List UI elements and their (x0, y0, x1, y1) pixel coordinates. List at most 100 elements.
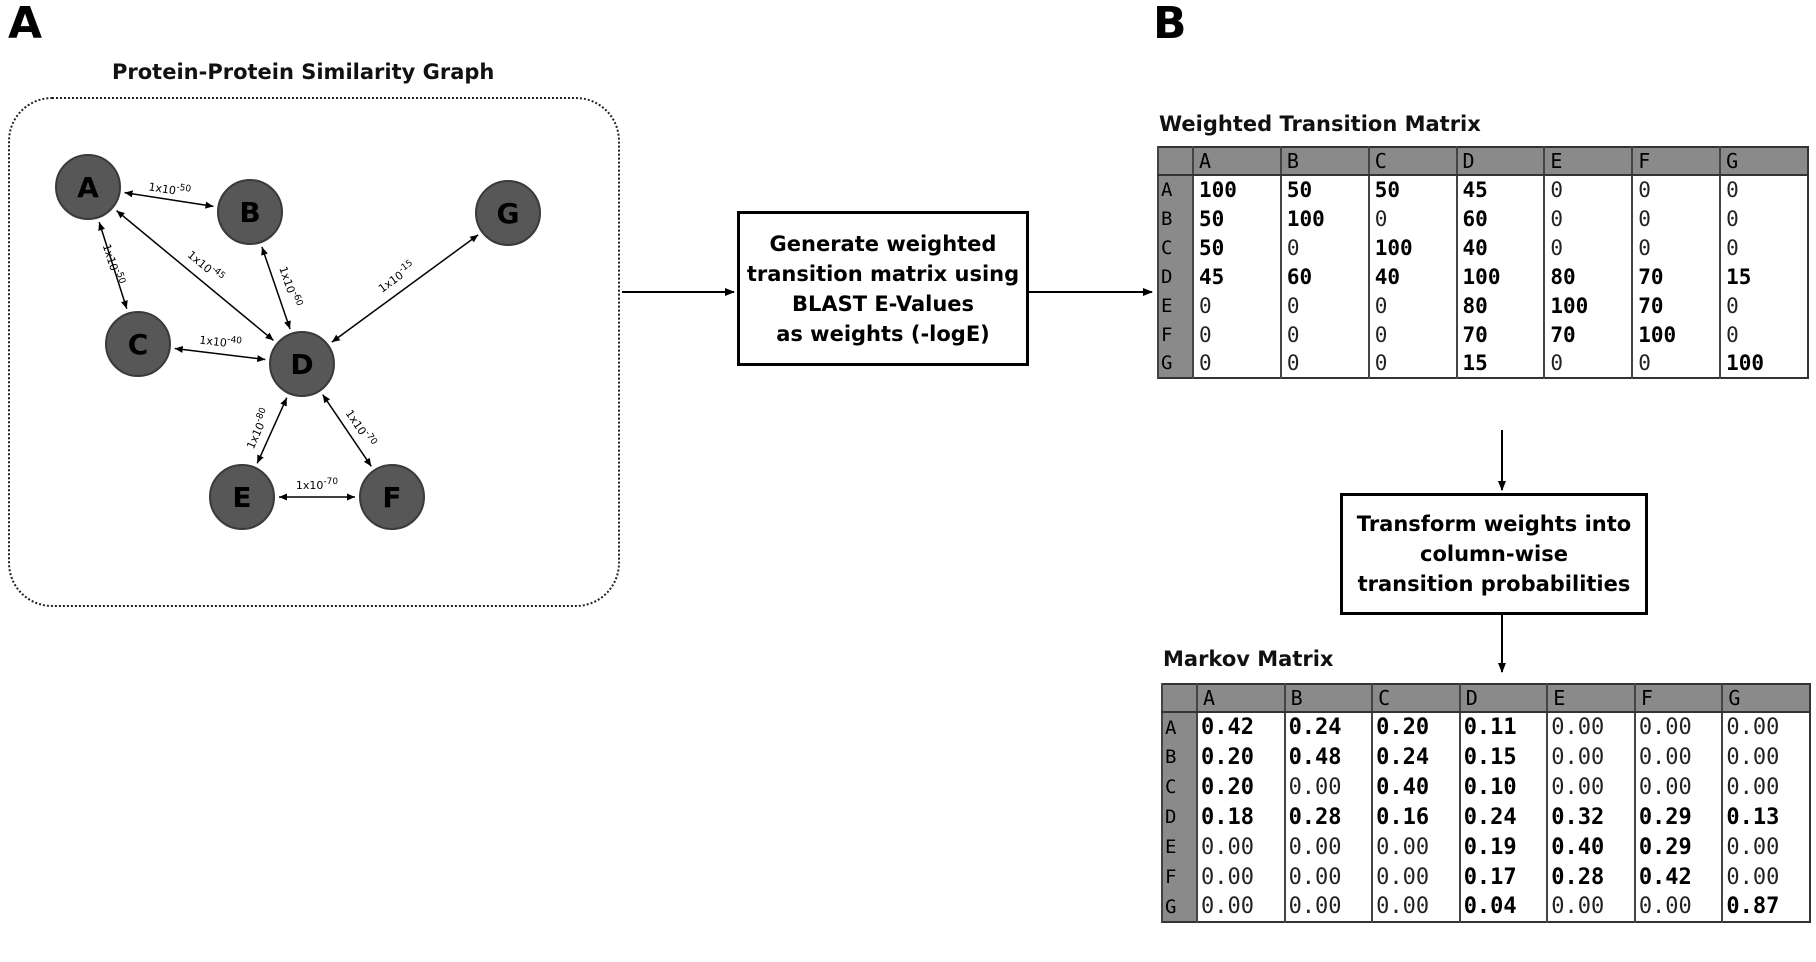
matrix-cell: 0 (1279, 291, 1369, 320)
row-header: E (1157, 291, 1193, 320)
matrix-cell: 0.04 (1458, 892, 1548, 922)
matrix-cell: 0.11 (1458, 712, 1548, 742)
matrix-cell: 50 (1192, 204, 1281, 233)
node-label: C (128, 328, 149, 361)
edge-D-F (322, 394, 372, 467)
matrix-cell: 0.16 (1371, 802, 1460, 832)
matrix-cell: 0.17 (1458, 862, 1548, 892)
matrix-cell: 0.00 (1283, 832, 1373, 862)
matrix-cell: 0.00 (1721, 832, 1810, 862)
matrix-cell: 0 (1367, 349, 1457, 378)
column-header: G (1721, 684, 1810, 713)
graph-title: Protein-Protein Similarity Graph (112, 60, 495, 84)
edge-C-D (174, 345, 266, 363)
edge-B-D (261, 246, 291, 330)
matrix-cell: 0.00 (1371, 892, 1460, 922)
matrix-cell: 0.32 (1546, 802, 1635, 832)
matrix-cell: 0.10 (1458, 772, 1548, 802)
matrix-cell: 0.00 (1283, 772, 1373, 802)
transform-step-line: transition probabilities (1357, 572, 1631, 596)
column-header: C (1367, 147, 1457, 176)
matrix-cell: 0.00 (1633, 742, 1723, 772)
matrix-cell: 70 (1631, 291, 1721, 320)
matrix-cell: 0 (1719, 204, 1808, 233)
edge-A-B (124, 190, 214, 209)
matrix-cell: 100 (1631, 320, 1721, 349)
matrix-row: A 0.42 0.24 0.20 0.11 0.00 0.00 0.00 (1161, 712, 1810, 742)
row-header: E (1161, 832, 1197, 862)
generate-matrix-step: Generate weighted transition matrix usin… (737, 211, 1029, 366)
matrix-cell: 0 (1631, 349, 1721, 378)
node-label: G (497, 197, 520, 230)
generate-step-line: BLAST E-Values (791, 291, 975, 316)
row-header: C (1161, 772, 1197, 802)
row-header: G (1157, 349, 1193, 378)
matrix-cell: 0.00 (1633, 712, 1723, 742)
matrix-cell: 0.13 (1721, 802, 1810, 832)
matrix-cell: 0.00 (1196, 892, 1285, 922)
matrix-cell: 0.15 (1458, 742, 1548, 772)
matrix-cell: 60 (1455, 204, 1545, 233)
generate-step-line: Generate weighted (769, 231, 997, 256)
row-header: B (1161, 742, 1197, 772)
node-label: B (239, 196, 260, 229)
column-header: D (1455, 147, 1545, 176)
matrix-row: B 50 100 0 60 0 0 0 (1157, 204, 1808, 233)
matrix-cell: 40 (1367, 262, 1457, 291)
panel-b-label: B (1153, 0, 1187, 49)
column-header: A (1192, 147, 1281, 176)
node-D (269, 331, 335, 397)
matrix-cell: 0 (1192, 320, 1281, 349)
node-F (359, 464, 425, 530)
similarity-graph-frame (8, 97, 620, 607)
matrix-cell: 0.87 (1721, 892, 1810, 922)
matrix-cell: 100 (1279, 204, 1369, 233)
matrix-cell: 100 (1455, 262, 1545, 291)
node-A (55, 154, 121, 220)
edge-evalue-label: 1x10-40 (199, 332, 243, 352)
node-label: A (77, 171, 99, 204)
matrix-cell: 0.20 (1196, 742, 1285, 772)
matrix-cell: 45 (1455, 175, 1545, 204)
matrix-cell: 0.00 (1721, 742, 1810, 772)
matrix-cell: 45 (1192, 262, 1281, 291)
matrix-cell: 80 (1455, 291, 1545, 320)
node-label: F (382, 481, 401, 514)
matrix-cell: 0.00 (1721, 712, 1810, 742)
node-G (475, 180, 541, 246)
column-header: E (1546, 684, 1635, 713)
matrix-row: F 0.00 0.00 0.00 0.17 0.28 0.42 0.00 (1161, 862, 1810, 892)
matrix-cell: 0.29 (1633, 832, 1723, 862)
matrix-cell: 0.40 (1546, 832, 1635, 862)
node-B (217, 179, 283, 245)
matrix-row: C 50 0 100 40 0 0 0 (1157, 233, 1808, 262)
matrix-cell: 70 (1543, 320, 1633, 349)
row-header: D (1157, 262, 1193, 291)
matrix-cell: 0 (1719, 233, 1808, 262)
weighted-matrix-title: Weighted Transition Matrix (1159, 112, 1481, 136)
generate-step-line: as weights (-logE) (776, 321, 990, 346)
matrix-cell: 0.00 (1283, 862, 1373, 892)
panel-a-label: A (8, 0, 43, 49)
matrix-cell: 0.00 (1196, 832, 1285, 862)
matrix-cell: 70 (1631, 262, 1721, 291)
matrix-cell: 0.18 (1196, 802, 1285, 832)
matrix-cell: 0.24 (1283, 712, 1373, 742)
matrix-cell: 0 (1719, 175, 1808, 204)
matrix-cell: 50 (1279, 175, 1369, 204)
matrix-corner-cell (1157, 147, 1193, 176)
matrix-row: D 45 60 40 100 80 70 15 (1157, 262, 1808, 291)
matrix-row: A 100 50 50 45 0 0 0 (1157, 175, 1808, 204)
row-header: C (1157, 233, 1193, 262)
column-header: A (1196, 684, 1285, 713)
matrix-row: G 0.00 0.00 0.00 0.04 0.00 0.00 0.87 (1161, 892, 1810, 922)
matrix-cell: 0.00 (1371, 862, 1460, 892)
matrix-row: B 0.20 0.48 0.24 0.15 0.00 0.00 0.00 (1161, 742, 1810, 772)
matrix-cell: 0.00 (1721, 772, 1810, 802)
matrix-cell: 0 (1279, 349, 1369, 378)
edge-A-D (116, 210, 274, 341)
matrix-cell: 70 (1455, 320, 1545, 349)
